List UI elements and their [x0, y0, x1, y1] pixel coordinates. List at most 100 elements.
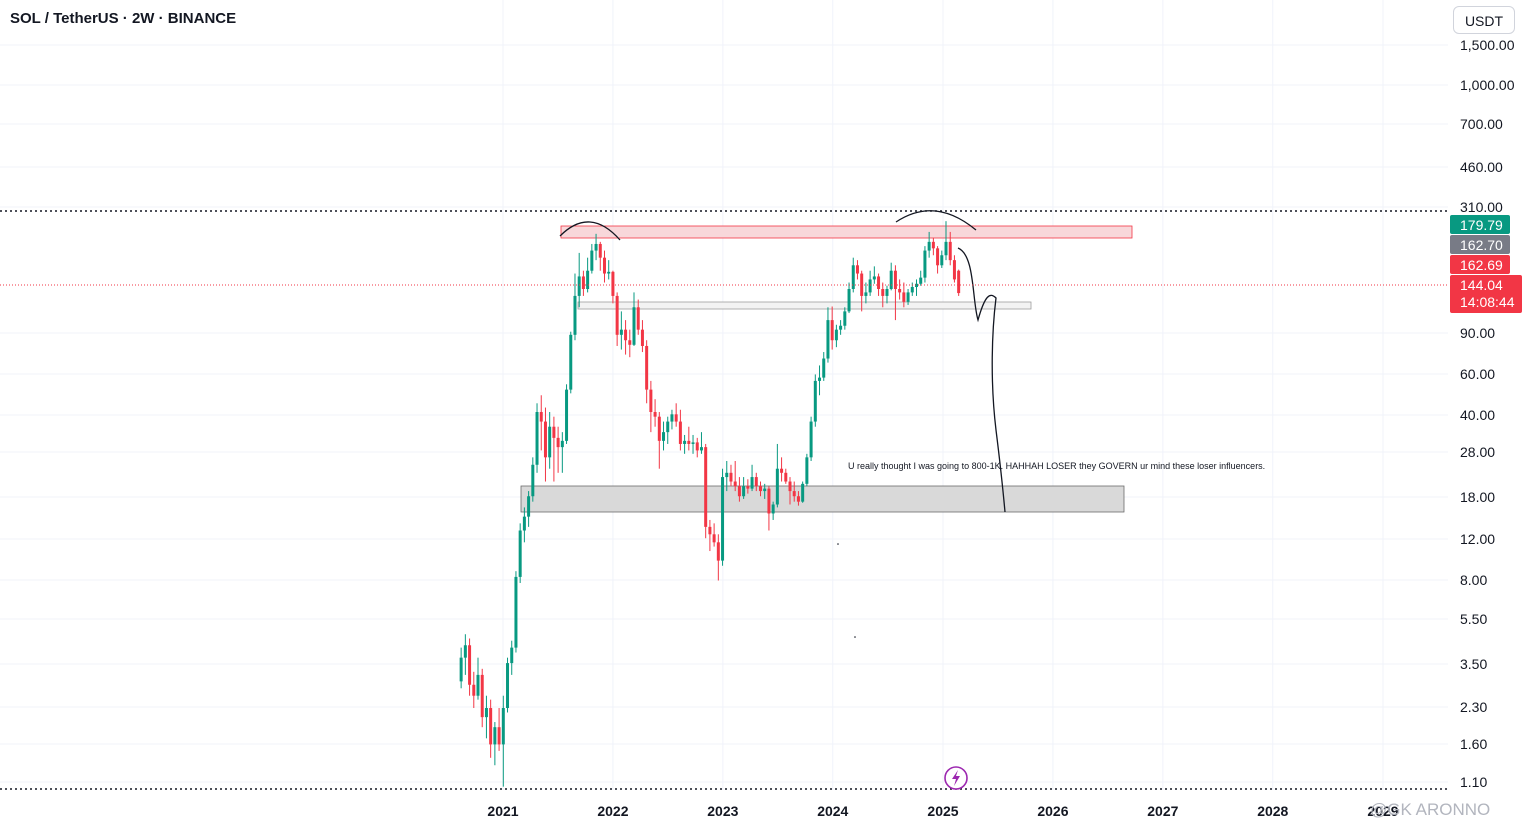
resistance-zone [560, 225, 1133, 239]
candle-body [847, 289, 851, 312]
candle-body [514, 576, 518, 648]
candle-body [948, 241, 952, 261]
candle-body [910, 287, 914, 293]
candle-body [725, 472, 729, 478]
zones [520, 225, 1133, 513]
candle-body [497, 727, 501, 745]
candle-body [923, 250, 927, 278]
candle-body [826, 320, 830, 359]
candle-body [565, 389, 569, 441]
candle-body [569, 334, 573, 390]
candle-body [834, 329, 838, 341]
major-support-zone [520, 485, 1125, 513]
x-tick-label: 2023 [707, 803, 738, 819]
x-tick-label: 2022 [597, 803, 628, 819]
candle-body [780, 468, 784, 473]
candle-body [687, 440, 691, 444]
candle-body [632, 307, 636, 345]
candle-body [822, 358, 826, 378]
candle-body [573, 295, 577, 335]
candle-body [708, 526, 712, 535]
y-tick-label: 40.00 [1460, 407, 1495, 423]
candle-body [885, 289, 889, 296]
price-tag [1450, 275, 1522, 313]
candle-body [548, 426, 552, 458]
candle-body [796, 496, 800, 502]
candle-body [919, 277, 923, 284]
y-tick-label: 700.00 [1460, 116, 1503, 132]
candle-body [560, 440, 564, 448]
candle-body [721, 477, 725, 561]
dot-marker [837, 543, 839, 545]
candle-body [662, 432, 666, 441]
candle-body [645, 345, 649, 390]
grid [0, 0, 1448, 790]
candle-body [704, 447, 708, 527]
candle-body [640, 329, 644, 346]
candle-body [657, 416, 661, 441]
candle-body [691, 442, 695, 444]
candle-body [898, 289, 902, 293]
candle-body [602, 257, 606, 274]
candle-body [940, 255, 944, 266]
candle-body [615, 295, 619, 335]
x-tick-label: 2024 [817, 803, 848, 819]
symbol-title[interactable]: SOL / TetherUS · 2W · BINANCE [10, 10, 237, 27]
candle-body [493, 727, 497, 745]
candle-body [699, 447, 703, 451]
y-tick-label: 90.00 [1460, 325, 1495, 341]
y-tick-label: 1.60 [1460, 736, 1487, 752]
candle-body [518, 530, 522, 577]
candle-body [459, 657, 463, 682]
x-tick-label: 2028 [1257, 803, 1288, 819]
currency-button[interactable]: USDT [1453, 6, 1515, 34]
y-tick-label: 1.10 [1460, 774, 1487, 790]
price-tag-label: 162.69 [1460, 257, 1503, 273]
candle-body [581, 276, 585, 289]
candle-body [510, 647, 514, 664]
candle-body [653, 412, 657, 417]
y-tick-label: 460.00 [1460, 159, 1503, 175]
candle-body [801, 483, 805, 502]
candle-body [501, 708, 505, 745]
candle-body [931, 241, 935, 249]
candle-body [830, 320, 834, 341]
candle-body [788, 481, 792, 492]
candle-body [877, 276, 881, 289]
candle-body [636, 307, 640, 330]
y-tick-label: 3.50 [1460, 656, 1487, 672]
y-tick-label: 310.00 [1460, 199, 1503, 215]
candle-body [678, 421, 682, 444]
candle-body [843, 311, 847, 326]
candle-body [649, 389, 653, 413]
dot-marker [854, 636, 856, 638]
candle-body [531, 464, 535, 497]
candle-body [767, 488, 771, 514]
projection-path [957, 247, 1006, 513]
candle-body [805, 457, 809, 484]
watermark: @GK ARONNO [1370, 800, 1491, 819]
candle-body [535, 412, 539, 465]
candle-body [839, 325, 843, 330]
candle-body [936, 248, 940, 266]
x-tick-label: 2025 [927, 803, 958, 819]
candle-body [695, 442, 699, 451]
candle-body [674, 414, 678, 422]
candle-body [527, 496, 531, 517]
candle-body [577, 276, 581, 296]
candle-body [818, 377, 822, 381]
lightning-icon[interactable] [944, 766, 968, 790]
price-tag-label: 144.04 [1460, 277, 1503, 293]
candle-body [484, 708, 488, 718]
candle-body [758, 486, 762, 492]
candle-body [666, 421, 670, 433]
candle-body [607, 271, 611, 274]
candle-body [590, 250, 594, 271]
x-tick-label: 2026 [1037, 803, 1068, 819]
candle-body [594, 243, 598, 251]
y-tick-label: 18.00 [1460, 489, 1495, 505]
price-tag-label: 179.79 [1460, 217, 1503, 233]
candle-body [906, 292, 910, 302]
